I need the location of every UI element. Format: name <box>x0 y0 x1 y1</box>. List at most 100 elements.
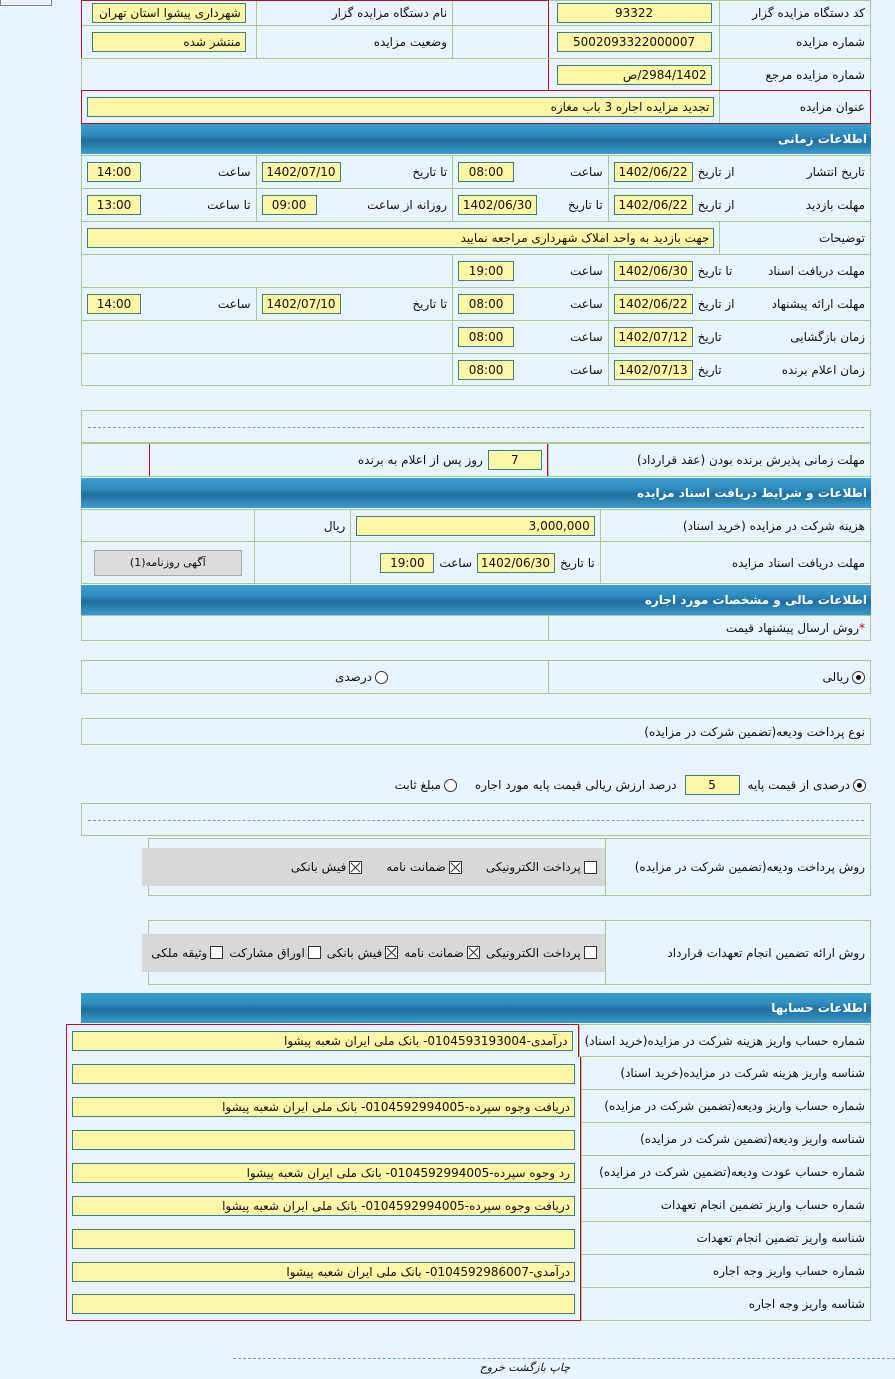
deposit-type-row: نوع پرداخت ودیعه(تضمین شرکت در مزایده) <box>81 718 871 745</box>
newspaper-ad-button[interactable]: آگهی روزنامه(1) <box>93 549 242 576</box>
account-field[interactable]: درآمدی-0104592986007- بانک ملی ایران شعب… <box>72 1261 575 1282</box>
docs-deadline-time[interactable]: 19:00 <box>458 261 515 281</box>
option-label: ضمانت نامه <box>404 945 464 960</box>
docs-deadline2-date[interactable]: 1402/06/30 <box>477 552 556 573</box>
price-option-percent[interactable]: درصدی <box>335 667 389 687</box>
org-code-field[interactable]: 93322 <box>556 3 712 23</box>
publish-to-time[interactable]: 14:00 <box>87 162 141 182</box>
guarantee-property[interactable]: وثیقه ملکی <box>151 943 224 963</box>
deposit-type-label: نوع پرداخت ودیعه(تضمین شرکت در مزایده) <box>644 724 865 739</box>
notes-field[interactable]: جهت بازدید به واحد املاک شهرداری مراجعه … <box>87 228 715 248</box>
docs-deadline2-time[interactable]: 19:00 <box>380 552 435 573</box>
opening-date[interactable]: 1402/07/12 <box>613 327 693 347</box>
guarantee-bonds[interactable]: اوراق مشارکت <box>229 943 321 963</box>
deposit-method-bank-slip[interactable]: فیش بانکی <box>291 857 363 877</box>
section-header-docs: اطلاعات و شرایط دریافت اسناد مزایده <box>81 478 871 508</box>
back-link[interactable]: بازگشت <box>508 1361 546 1374</box>
radio-icon[interactable] <box>853 778 866 792</box>
deposit-percent-field[interactable]: 5 <box>684 775 740 795</box>
publish-from-time[interactable]: 08:00 <box>458 162 515 182</box>
visit-daily-from[interactable]: 09:00 <box>261 195 317 215</box>
accounts-list: شماره حساب واریز هزینه شرکت در مزایده(خر… <box>66 1024 871 1321</box>
ref-no-row: شماره مزایده مرجع 2984/1402/ص <box>81 58 871 91</box>
section-header-finance: اطلاعات مالی و مشخصات مورد اجاره <box>81 585 871 615</box>
account-field[interactable] <box>72 1063 575 1084</box>
footer-divider <box>233 1358 895 1359</box>
winner-date[interactable]: 1402/07/13 <box>613 359 693 380</box>
fee-field[interactable]: 3,000,000 <box>356 515 595 536</box>
status-field[interactable]: منتشر شده <box>91 32 246 52</box>
radio-icon[interactable] <box>443 778 457 792</box>
fee-row: هزینه شرکت در مزایده (خرید اسناد) 3,000,… <box>81 509 871 542</box>
account-field[interactable] <box>72 1294 575 1314</box>
ref-no-field[interactable]: 2984/1402/ص <box>556 64 712 85</box>
account-field[interactable] <box>72 1129 575 1150</box>
guarantee-panel: پرداخت الکترونیکی ضمانت نامه فیش بانکی ا… <box>141 933 605 972</box>
deposit-method-guarantee[interactable]: ضمانت نامه <box>386 857 462 877</box>
deposit-option-percent[interactable]: درصدی از قیمت پایه <box>748 775 866 795</box>
print-link[interactable]: چاپ <box>549 1361 570 1374</box>
checkbox-icon[interactable] <box>210 946 224 959</box>
deposit-option-fixed[interactable]: مبلغ ثابت <box>395 775 457 795</box>
checkbox-icon[interactable] <box>583 946 597 959</box>
option-label: وثیقه ملکی <box>151 945 208 960</box>
radio-icon[interactable] <box>375 670 389 684</box>
checkbox-icon[interactable] <box>466 946 480 959</box>
account-field[interactable] <box>72 1228 575 1249</box>
offer-from-time[interactable]: 08:00 <box>458 294 515 314</box>
publish-from-date[interactable]: 1402/06/22 <box>613 162 693 182</box>
guarantee-letter[interactable]: ضمانت نامه <box>404 943 480 963</box>
checkbox-icon[interactable] <box>307 946 321 959</box>
docs-deadline-date[interactable]: 1402/06/30 <box>613 261 693 281</box>
docs-deadline2-to-label: تا تاریخ <box>560 555 595 570</box>
offer-to-time[interactable]: 14:00 <box>87 294 141 314</box>
docs-deadline2-label: مهلت دریافت اسناد مزایده <box>731 555 865 570</box>
title-field[interactable]: تجدید مزایده اجاره 3 باب مغازه <box>87 97 715 117</box>
checkbox-icon[interactable] <box>385 946 399 959</box>
winner-time[interactable]: 08:00 <box>458 359 515 380</box>
offer-time-label: ساعت <box>570 297 603 311</box>
account-field[interactable]: دریافت وجوه سپرده-0104592994005- بانک مل… <box>72 1195 575 1216</box>
publish-to-date[interactable]: 1402/07/10 <box>261 162 341 182</box>
visit-to-date[interactable]: 1402/06/30 <box>458 195 538 215</box>
price-option-riyal[interactable]: ریالی <box>823 667 865 687</box>
auction-no-field[interactable]: 5002093322000007 <box>556 32 712 52</box>
visit-from-date[interactable]: 1402/06/22 <box>613 195 693 215</box>
account-row: شماره حساب واریز وجه اجاره درآمدی-0104592… <box>66 1255 871 1288</box>
offer-from-label: از تاریخ <box>697 297 735 311</box>
contract-days-field[interactable]: 7 <box>487 450 542 470</box>
divider <box>88 427 864 428</box>
offer-to-date[interactable]: 1402/07/10 <box>261 294 341 314</box>
visit-daily-to[interactable]: 13:00 <box>87 195 141 215</box>
exit-link[interactable]: خروج <box>479 1361 505 1374</box>
account-label: شناسه واریز هزینه شرکت در مزایده(خرید اس… <box>620 1066 865 1080</box>
deposit-percent-suffix: درصد ارزش ریالی قیمت پایه مورد اجاره <box>474 778 677 792</box>
org-row: کد دستگاه مزایده گزار 93322 نام دستگاه م… <box>81 0 871 26</box>
docs-deadline-row: مهلت دریافت اسناد تا تاریخ 1402/06/30 ساعت… <box>81 254 871 288</box>
opening-label: زمان بازگشایی <box>790 330 865 344</box>
status-label: وضعیت مزایده <box>373 35 448 49</box>
account-field[interactable]: دریافت وجوه سپرده-0104592994005- بانک مل… <box>72 1096 575 1117</box>
option-label: فیش بانکی <box>326 945 383 960</box>
guarantee-bank-slip[interactable]: فیش بانکی <box>326 943 399 963</box>
account-field[interactable]: درآمدی-0104593193004- بانک ملی ایران شعب… <box>72 1031 573 1051</box>
option-label: درصدی از قیمت پایه <box>747 778 850 792</box>
radio-icon[interactable] <box>852 670 865 684</box>
account-label: شناسه واریز وجه اجاره <box>748 1297 865 1311</box>
checkbox-icon[interactable] <box>349 860 363 874</box>
winner-row: زمان اعلام برنده تاریخ 1402/07/13 ساعت 08:0… <box>81 353 871 386</box>
guarantee-electronic[interactable]: پرداخت الکترونیکی <box>486 943 597 963</box>
deposit-method-electronic[interactable]: پرداخت الکترونیکی <box>486 857 597 877</box>
offer-label: مهلت ارائه پیشنهاد <box>771 297 865 311</box>
checkbox-icon[interactable] <box>448 860 462 874</box>
checkbox-icon[interactable] <box>583 860 597 874</box>
deposit-method-panel: پرداخت الکترونیکی ضمانت نامه فیش بانکی <box>141 848 605 886</box>
opening-time[interactable]: 08:00 <box>458 327 515 347</box>
winner-time-label: ساعت <box>570 362 603 377</box>
guarantee-label: روش ارائه تضمین انجام تعهدات قرارداد <box>667 945 865 960</box>
guarantee-row: روش ارائه تضمین انجام تعهدات قرارداد پرد… <box>141 920 871 985</box>
offer-from-date[interactable]: 1402/06/22 <box>613 294 693 314</box>
org-name-field[interactable]: شهرداری پیشوا استان تهران <box>91 3 246 23</box>
account-field[interactable]: رد وجوه سپرده-0104592994005- بانک ملی ای… <box>72 1162 575 1183</box>
publish-time-label: ساعت <box>570 165 603 179</box>
